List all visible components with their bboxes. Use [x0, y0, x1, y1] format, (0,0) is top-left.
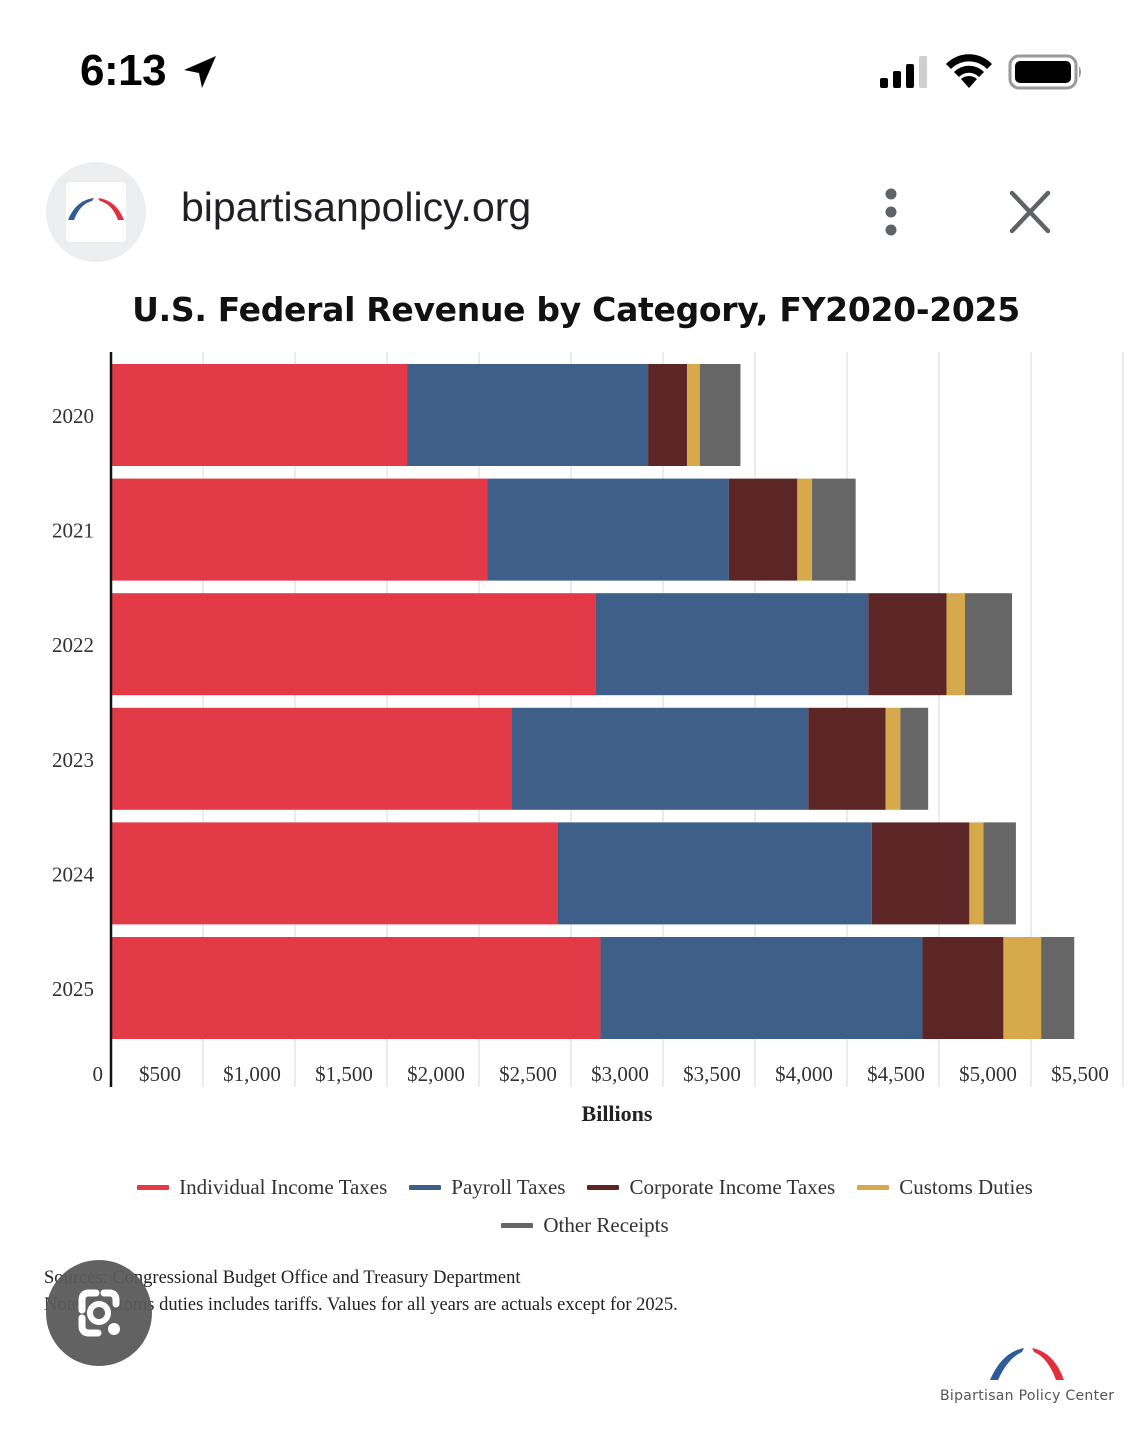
cellular-signal-icon	[880, 56, 927, 88]
bar-segment-corporate-income-taxes	[871, 822, 970, 925]
legend-label: Individual Income Taxes	[179, 1174, 388, 1199]
browser-toolbar	[0, 150, 1136, 280]
bar-segment-individual-income-taxes	[111, 937, 601, 1039]
status-time: 6:13	[80, 46, 167, 95]
x-tick-label: $500	[139, 1062, 181, 1086]
y-tick-label: 2024	[52, 862, 95, 886]
x-tick-label: $1,000	[223, 1062, 281, 1086]
bar-segment-customs-duties	[885, 707, 901, 810]
bar-segment-payroll-taxes	[557, 822, 872, 925]
bar-segment-customs-duties	[969, 822, 984, 925]
bar-group-2021	[111, 478, 856, 581]
bar-group-2020	[111, 364, 741, 466]
chart-legend: Individual Income Taxes Payroll Taxes Corp…	[0, 1168, 1136, 1244]
bar-segment-corporate-income-taxes	[728, 478, 798, 581]
legend-item[interactable]: Corporate Income Taxes	[587, 1175, 835, 1200]
google-lens-button[interactable]	[46, 1260, 152, 1366]
x-tick-label: $3,000	[591, 1062, 649, 1086]
close-icon[interactable]	[1006, 190, 1054, 234]
legend-item[interactable]: Customs Duties	[857, 1175, 1033, 1200]
bar-segment-corporate-income-taxes	[868, 593, 947, 696]
legend-row: Other Receipts	[0, 1206, 1136, 1244]
y-tick-label: 2023	[52, 748, 94, 772]
bar-segment-individual-income-taxes	[111, 593, 596, 696]
url-text[interactable]: bipartisanpolicy.org	[181, 184, 532, 230]
bar-segment-other-receipts	[699, 364, 741, 466]
bar-segment-corporate-income-taxes	[922, 937, 1004, 1039]
legend-swatch	[857, 1184, 890, 1190]
battery-icon	[1008, 54, 1081, 90]
status-bar: 6:13	[0, 0, 1136, 120]
y-tick-label: 2022	[52, 633, 94, 657]
x-tick-label: $3,500	[683, 1062, 741, 1086]
legend-label: Other Receipts	[543, 1212, 669, 1237]
bar-group-2025	[111, 937, 1075, 1039]
bar-group-2024	[111, 822, 1016, 925]
bar-segment-customs-duties	[797, 478, 813, 581]
legend-swatch	[409, 1184, 442, 1190]
bar-segment-individual-income-taxes	[111, 478, 488, 581]
legend-item[interactable]: Other Receipts	[501, 1212, 669, 1238]
note-text: Note: Customs duties includes tariffs. V…	[44, 1295, 678, 1315]
site-favicon	[46, 162, 146, 262]
bar-group-2022	[111, 593, 1013, 696]
bar-segment-other-receipts	[1041, 937, 1075, 1039]
legend-row: Individual Income Taxes Payroll Taxes Corp…	[0, 1168, 1136, 1206]
x-tick-label: $4,000	[775, 1062, 833, 1086]
google-lens-icon	[78, 1289, 120, 1337]
chart-notes: Sources: Congressional Budget Office and…	[44, 1265, 678, 1319]
bar-segment-customs-duties	[1003, 937, 1042, 1039]
bipartisan-arch-logo-icon	[68, 198, 124, 220]
bar-segment-other-receipts	[983, 822, 1016, 925]
legend-item[interactable]: Individual Income Taxes	[137, 1175, 387, 1200]
x-tick-label: $1,500	[315, 1062, 373, 1086]
bar-segment-other-receipts	[900, 707, 929, 810]
bar-segment-individual-income-taxes	[111, 822, 558, 925]
x-tick-label: $2,500	[499, 1062, 557, 1086]
bar-group-2023	[111, 707, 929, 810]
y-tick-label: 2020	[52, 404, 94, 428]
location-arrow-icon	[184, 56, 216, 88]
stacked-bar-chart: 2020 2021 2022 2023 2024 2025 0 $500 $1,000 $1,5…	[52, 352, 1124, 1126]
bar-segment-individual-income-taxes	[111, 707, 512, 810]
legend-swatch	[501, 1222, 534, 1228]
legend-item[interactable]: Payroll Taxes	[409, 1175, 565, 1200]
wifi-icon	[946, 54, 992, 88]
y-tick-label: 2021	[52, 519, 94, 543]
more-vertical-icon[interactable]	[878, 186, 904, 238]
bar-segment-corporate-income-taxes	[648, 364, 688, 466]
legend-swatch	[587, 1184, 620, 1190]
legend-label: Payroll Taxes	[451, 1174, 566, 1199]
bpc-brand-name: Bipartisan Policy Center	[940, 1388, 1115, 1404]
legend-swatch	[137, 1184, 170, 1190]
x-axis-title: Billions	[582, 1101, 653, 1126]
sources-text: Sources: Congressional Budget Office and…	[44, 1268, 521, 1288]
bar-segment-customs-duties	[687, 364, 700, 466]
y-axis-labels: 2020 2021 2022 2023 2024 2025	[52, 404, 95, 1001]
x-tick-label: 0	[93, 1062, 104, 1086]
bar-segment-payroll-taxes	[511, 707, 809, 810]
y-tick-label: 2025	[52, 977, 94, 1001]
x-axis-labels: 0 $500 $1,000 $1,500 $2,000 $2,500 $3,000 $3,50…	[93, 1062, 1109, 1086]
bar-segment-payroll-taxes	[595, 593, 869, 696]
bar-segment-payroll-taxes	[407, 364, 649, 466]
bpc-logo-icon	[990, 1348, 1064, 1380]
bar-segment-payroll-taxes	[487, 478, 729, 581]
legend-label: Customs Duties	[899, 1174, 1033, 1199]
x-tick-label: $4,500	[867, 1062, 925, 1086]
x-tick-label: $5,000	[959, 1062, 1017, 1086]
bar-segment-payroll-taxes	[600, 937, 923, 1039]
x-tick-label: $2,000	[407, 1062, 465, 1086]
bar-segment-individual-income-taxes	[111, 364, 408, 466]
chart-title: U.S. Federal Revenue by Category, FY2020…	[132, 290, 1020, 329]
bar-segment-corporate-income-taxes	[808, 707, 886, 810]
bar-segment-customs-duties	[946, 593, 965, 696]
legend-label: Corporate Income Taxes	[629, 1174, 836, 1199]
bar-segment-other-receipts	[964, 593, 1013, 696]
bar-segment-other-receipts	[812, 478, 856, 581]
x-tick-label: $5,500	[1051, 1062, 1109, 1086]
bars	[111, 364, 1075, 1039]
